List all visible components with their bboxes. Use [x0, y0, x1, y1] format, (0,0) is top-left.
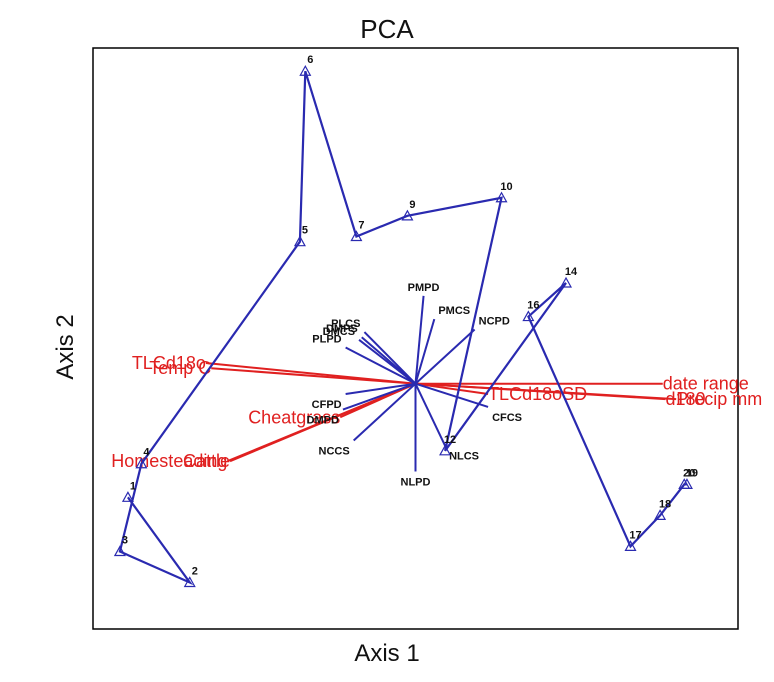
sample-point-7 — [350, 230, 363, 242]
species-label-ncpd: NCPD — [479, 315, 510, 327]
sample-point-19 — [680, 478, 693, 489]
sample-label-14: 14 — [565, 266, 578, 278]
species-label-cfpd: CFPD — [312, 399, 342, 411]
sample-point-14 — [559, 276, 573, 288]
species-label-cfcs: CFCS — [492, 412, 522, 424]
sample-label-12: 12 — [444, 434, 456, 446]
chart-title: PCA — [360, 14, 414, 44]
species-label-nlcs: NLCS — [449, 451, 479, 463]
species-label-dmcs: DMCS — [323, 326, 355, 338]
sample-label-3: 3 — [122, 535, 128, 547]
env-vector-d180 — [415, 382, 666, 401]
env-vector-cattle — [229, 382, 416, 463]
env-label-date-range: date range — [663, 374, 749, 394]
sample-label-9: 9 — [409, 199, 415, 211]
x-axis-label: Axis 1 — [354, 640, 420, 667]
sample-point-17 — [624, 540, 637, 551]
species-vector-pmpd — [414, 295, 425, 384]
sample-label-16: 16 — [527, 300, 539, 312]
species-vector-dmpd — [342, 382, 416, 411]
sample-point-1 — [121, 491, 134, 502]
env-label-cheatgrass: Cheatgrass — [248, 407, 340, 427]
species-label-pmpd: PMPD — [408, 282, 440, 294]
species-vector-nccs — [353, 382, 417, 442]
sample-point-18 — [654, 509, 667, 520]
species-vector-dmcs — [358, 339, 417, 385]
env-label-tlcd18osd: TLCd18oSD — [488, 384, 587, 404]
sample-point-9 — [401, 209, 414, 221]
sample-label-4: 4 — [143, 447, 150, 459]
species-label-dmps: DMPS — [326, 323, 358, 335]
env-label-tlcd18o: TLCd18o — [132, 353, 206, 373]
sample-label-10: 10 — [500, 181, 512, 193]
sample-label-5: 5 — [302, 225, 308, 237]
sample-label-1: 1 — [130, 480, 136, 492]
sample-point-2 — [183, 576, 196, 588]
plot-frame — [92, 47, 739, 630]
sample-point-4 — [135, 457, 148, 469]
species-vector-ncpd — [414, 328, 476, 385]
sample-label-2: 2 — [192, 566, 198, 578]
species-label-nlpd: NLPD — [401, 476, 431, 488]
sample-point-10 — [495, 191, 508, 203]
sample-label-20: 20 — [683, 467, 695, 479]
species-vector-cfpd — [345, 382, 416, 396]
sample-label-19: 19 — [686, 467, 698, 479]
species-vector-pmcs — [414, 318, 436, 384]
env-label-cattle: Cattle — [183, 451, 230, 471]
sample-label-7: 7 — [358, 220, 364, 232]
trajectory-line — [118, 70, 687, 586]
species-label-pmcs: PMCS — [438, 305, 470, 317]
sample-label-17: 17 — [629, 529, 641, 541]
species-label-plpd: PLPD — [312, 334, 341, 346]
species-vector-cfcs — [415, 382, 489, 408]
env-vector-tlcd18osd — [415, 382, 489, 396]
species-label-nccs: NCCS — [319, 445, 350, 457]
sample-point-12 — [439, 444, 452, 456]
sample-point-6 — [299, 65, 312, 76]
env-label-d180: d180 — [665, 389, 705, 409]
env-label-precip-mm: Precip mm — [676, 389, 762, 409]
species-vector-plpd — [345, 346, 416, 385]
sample-label-18: 18 — [659, 498, 671, 510]
species-label-dmpd: DMPD — [307, 415, 339, 427]
species-vector-nlcs — [414, 383, 446, 447]
sample-point-3 — [113, 545, 126, 557]
sample-label-6: 6 — [307, 54, 313, 66]
env-vector-temp-c — [211, 367, 416, 385]
species-label-plcs: PLCS — [331, 318, 360, 330]
sample-point-5 — [293, 235, 306, 247]
env-label-temp-c: Temp C — [149, 358, 211, 378]
sample-point-16 — [522, 310, 535, 322]
